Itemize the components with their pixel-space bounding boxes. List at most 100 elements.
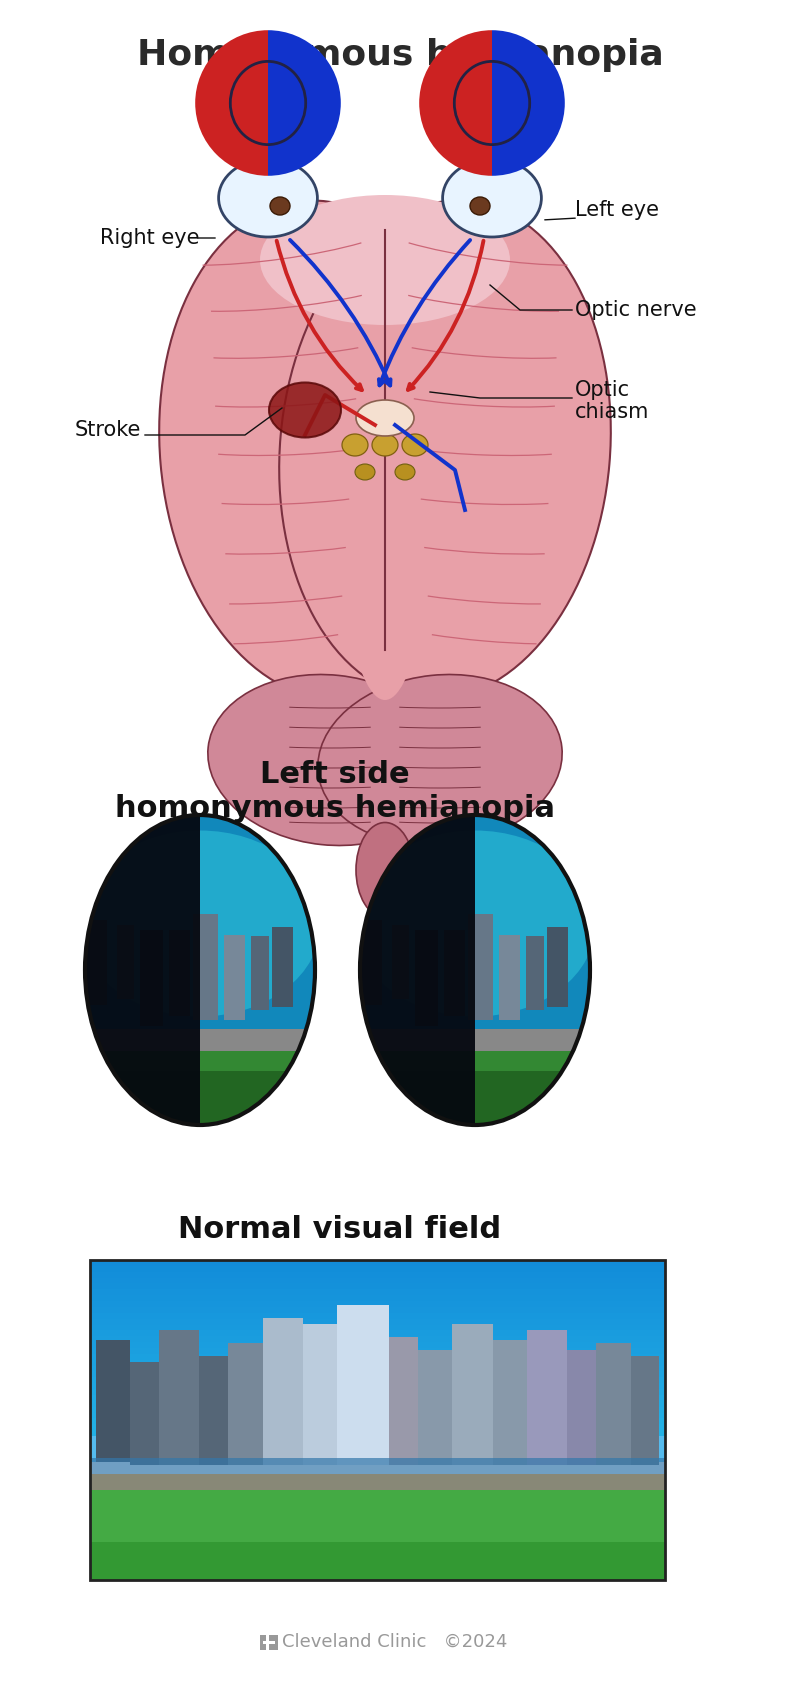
Ellipse shape [442, 160, 542, 237]
Wedge shape [242, 737, 475, 1203]
Bar [260, 1635, 263, 1650]
Ellipse shape [342, 434, 368, 456]
Bar [90, 1354, 665, 1361]
Bar [117, 925, 134, 999]
Bar [262, 1317, 302, 1465]
Bar [90, 1366, 665, 1373]
Bar [90, 1295, 665, 1302]
Bar [630, 1356, 659, 1465]
Bar [526, 935, 544, 1011]
Bar [193, 915, 218, 1019]
Bar [90, 1436, 665, 1462]
Text: Normal visual field: Normal visual field [178, 1214, 502, 1245]
Ellipse shape [335, 220, 435, 700]
Bar [90, 1413, 665, 1420]
Bar [90, 1430, 665, 1436]
Bar [90, 1267, 665, 1273]
Bar [452, 1324, 493, 1465]
Bar [90, 1307, 665, 1314]
Bar [360, 1071, 590, 1140]
Ellipse shape [354, 831, 596, 1016]
Wedge shape [0, 737, 200, 1203]
Bar [90, 1418, 665, 1425]
Bar [392, 925, 409, 999]
Bar [499, 935, 520, 1021]
Bar [90, 1312, 665, 1320]
Bar [85, 1071, 315, 1140]
Bar [90, 1330, 665, 1337]
Ellipse shape [230, 62, 306, 145]
Ellipse shape [85, 816, 315, 1125]
Bar [493, 1341, 527, 1465]
Ellipse shape [279, 200, 611, 700]
Ellipse shape [402, 434, 428, 456]
Bar [444, 930, 465, 1016]
Wedge shape [195, 30, 268, 177]
Bar [338, 1305, 389, 1465]
Ellipse shape [318, 674, 562, 846]
Bar [90, 1490, 665, 1579]
Text: Right eye: Right eye [100, 229, 199, 247]
Bar [250, 935, 269, 1011]
Bar [90, 1278, 665, 1285]
Ellipse shape [470, 197, 490, 215]
Bar [360, 1051, 590, 1135]
Bar [90, 1302, 665, 1309]
Bar [86, 920, 107, 1004]
Text: Left eye: Left eye [575, 200, 659, 220]
Ellipse shape [270, 197, 290, 215]
Bar [90, 1425, 665, 1431]
Ellipse shape [395, 464, 415, 479]
Bar [90, 1359, 665, 1366]
Bar [90, 1389, 665, 1396]
Bar [90, 1283, 665, 1290]
Bar [159, 1330, 199, 1465]
Bar [90, 1324, 665, 1332]
Wedge shape [419, 30, 492, 177]
Bar [90, 1475, 665, 1490]
Bar [169, 930, 190, 1016]
Bar [90, 1260, 665, 1267]
Bar [596, 1344, 630, 1465]
Text: Optic nerve: Optic nerve [575, 299, 697, 320]
Bar [90, 1458, 665, 1477]
Bar [269, 1635, 275, 1642]
Text: Stroke: Stroke [75, 420, 142, 441]
Bar [90, 1378, 665, 1384]
Text: homonymous hemianopia: homonymous hemianopia [115, 794, 555, 822]
Bar [275, 1635, 278, 1650]
Bar [90, 1342, 665, 1349]
Wedge shape [268, 30, 341, 177]
Bar [415, 930, 438, 1026]
Bar [90, 1260, 665, 1579]
Bar [96, 1341, 130, 1462]
Bar [361, 920, 382, 1004]
Ellipse shape [269, 382, 341, 437]
Bar [90, 1336, 665, 1344]
Bar [90, 1319, 665, 1325]
Bar [567, 1349, 596, 1465]
Bar [224, 935, 245, 1021]
Ellipse shape [260, 195, 510, 325]
Bar [90, 1383, 665, 1389]
Ellipse shape [356, 400, 414, 436]
Bar [527, 1330, 567, 1465]
Bar [85, 1029, 315, 1053]
Bar [468, 915, 494, 1019]
Bar [90, 1401, 665, 1408]
Bar [90, 1371, 665, 1378]
Ellipse shape [372, 434, 398, 456]
Bar [199, 1356, 228, 1465]
Bar [418, 1349, 452, 1465]
Ellipse shape [218, 160, 318, 237]
Wedge shape [492, 30, 565, 177]
Text: Left side: Left side [260, 760, 410, 789]
Ellipse shape [355, 464, 375, 479]
Ellipse shape [208, 674, 452, 846]
Bar [269, 1643, 275, 1650]
Bar [260, 1643, 266, 1650]
Bar [90, 1394, 665, 1401]
Bar [547, 927, 568, 1008]
Ellipse shape [159, 200, 491, 700]
Bar [228, 1344, 262, 1465]
